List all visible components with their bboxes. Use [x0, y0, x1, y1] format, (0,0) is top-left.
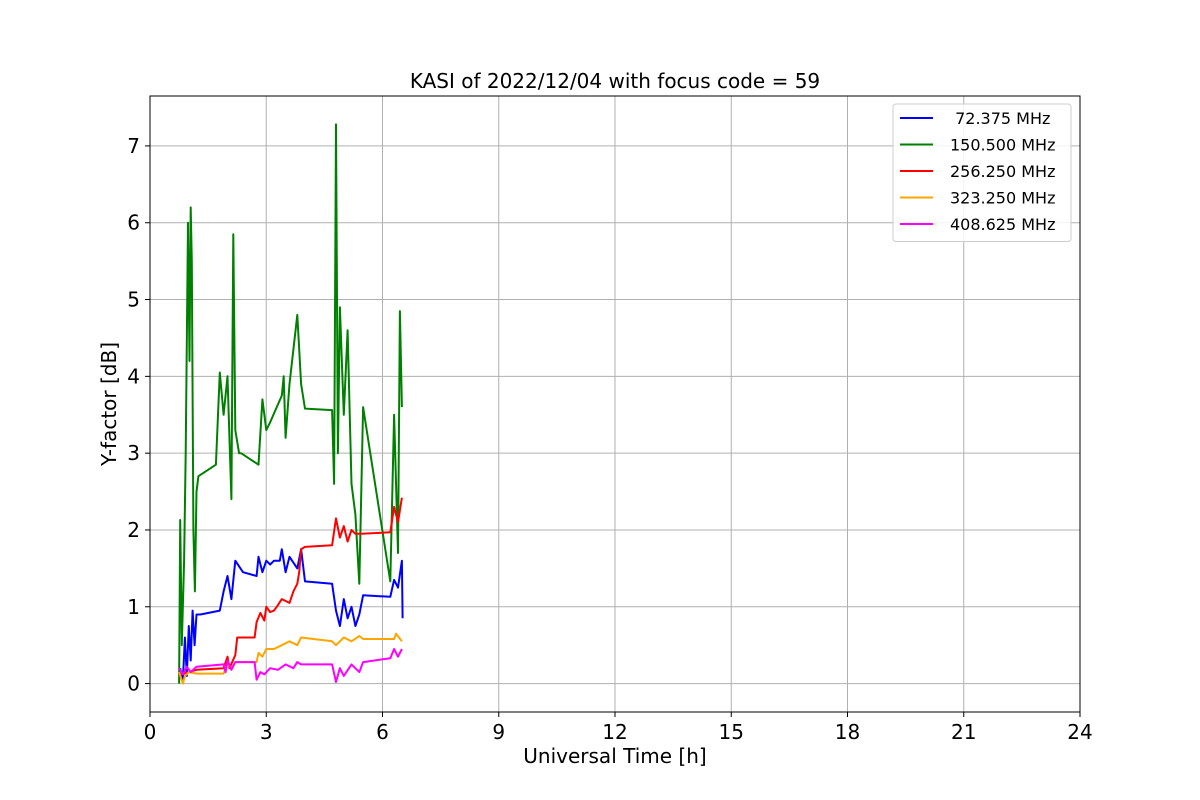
legend-label: 256.250 MHz	[950, 162, 1055, 181]
y-tick-label: 5	[127, 288, 140, 312]
y-tick-label: 6	[127, 211, 140, 235]
chart-title: KASI of 2022/12/04 with focus code = 59	[410, 69, 820, 93]
x-tick-label: 24	[1067, 720, 1092, 744]
series-line-4	[178, 648, 403, 683]
y-tick-label: 7	[127, 134, 140, 158]
series-line-3	[178, 632, 403, 685]
x-tick-label: 0	[144, 720, 157, 744]
x-tick-label: 21	[951, 720, 976, 744]
x-axis-label: Universal Time [h]	[523, 744, 706, 768]
y-tick-label: 4	[127, 364, 140, 388]
series-line-2	[180, 497, 403, 676]
legend-label: 408.625 MHz	[950, 215, 1055, 234]
legend-label: 150.500 MHz	[950, 136, 1055, 155]
x-axis: 0 3 6 9 12 15 18 21 24	[144, 712, 1093, 744]
x-tick-label: 9	[492, 720, 505, 744]
y-tick-label: 3	[127, 441, 140, 465]
series-line-1	[178, 123, 403, 684]
legend-label: 72.375 MHz	[950, 109, 1050, 128]
x-tick-label: 12	[602, 720, 627, 744]
y-axis: 0 1 2 3 4 5 6 7	[127, 134, 150, 696]
legend-label: 323.250 MHz	[950, 189, 1055, 208]
legend-box	[892, 103, 1072, 242]
x-tick-label: 15	[719, 720, 744, 744]
x-tick-label: 6	[376, 720, 389, 744]
series-layer	[178, 123, 404, 685]
y-tick-label: 2	[127, 518, 140, 542]
y-axis-label: Y-factor [dB]	[97, 342, 121, 467]
x-tick-label: 3	[260, 720, 273, 744]
y-tick-label: 0	[127, 672, 140, 696]
series-line-0	[179, 548, 404, 681]
legend: 72.375 MHz 150.500 MHz 256.250 MHz 323.250 …	[892, 103, 1072, 242]
y-tick-label: 1	[127, 595, 140, 619]
x-tick-label: 18	[835, 720, 860, 744]
